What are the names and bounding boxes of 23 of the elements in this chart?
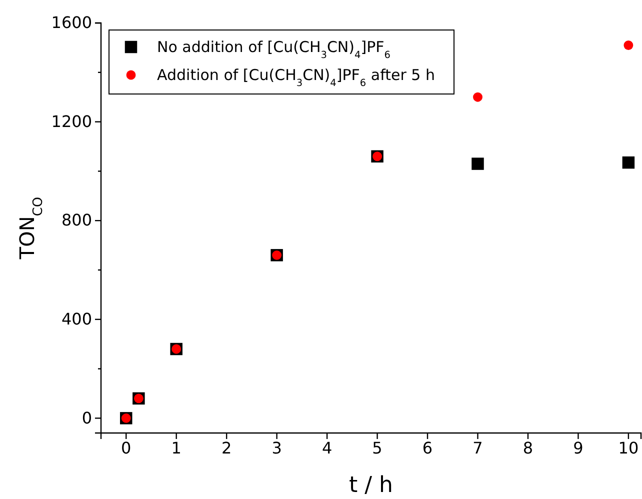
y-tick-label: 1600 [51,13,92,32]
x-axis-title: t / h [349,473,393,498]
x-tick-label: 10 [618,438,639,458]
x-tick-label: 2 [221,438,232,458]
point [473,92,482,102]
legend-label: Addition of [Cu(CH$_{3}$CN)$_{4}$]PF$_{6}$ after 5 h [157,66,435,88]
x-tick-label: 6 [422,438,433,458]
x-tick-label: 3 [272,438,282,458]
y-tick-label: 400 [61,310,92,329]
x-tick-label: 7 [472,438,483,458]
x-tick-label: 0 [121,438,132,458]
x-tick-label: 9 [573,438,584,458]
x-tick-label: 5 [372,438,382,458]
x-tick-label: 1 [171,438,182,458]
legend-label: No addition of [Cu(CH$_{3}$CN)$_{4}$]PF$_{6}$ [157,38,390,60]
y-tick-label: 0 [82,408,92,428]
y-tick-label: 800 [61,210,92,230]
point [472,158,484,170]
point [624,40,634,50]
y-tick-label: 1200 [51,112,92,131]
point [622,156,635,169]
x-tick-label: 8 [522,438,534,458]
x-tick-label: 4 [322,438,332,458]
